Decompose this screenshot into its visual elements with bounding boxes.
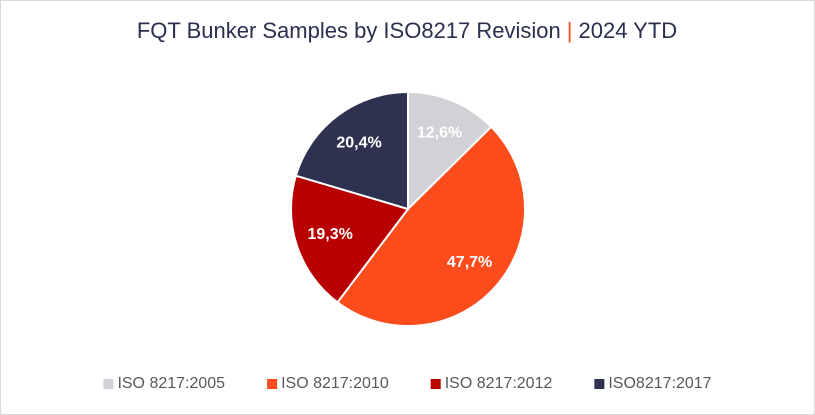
legend-swatch [267, 379, 278, 389]
pie-slice [336, 125, 526, 327]
data-label: 19,3% [308, 226, 353, 243]
legend-swatch [430, 379, 441, 389]
pie-slice [294, 90, 409, 211]
title-part: | [567, 18, 573, 43]
chart-title: FQT Bunker Samples by ISO8217 Revision | 2… [137, 18, 677, 43]
title-part: FQT Bunker Samples by ISO8217 Revision [137, 18, 561, 43]
legend-label: ISO 8217:2012 [445, 375, 553, 392]
pie-slice [290, 174, 410, 304]
legend: ISO 8217:2005 ISO 8217:2010 ISO 8217:2012 I… [103, 375, 712, 392]
legend-swatch [594, 379, 605, 389]
data-label: 47,7% [447, 254, 492, 271]
data-label: 12,6% [417, 125, 462, 142]
legend-label: ISO 8217:2010 [281, 375, 389, 392]
pie: 12,6% 47,7% 19,3% 20,4% [290, 90, 526, 327]
legend-swatch [103, 379, 114, 389]
title-part: 2024 YTD [578, 18, 677, 43]
legend-label: ISO 8217:2005 [117, 375, 225, 392]
data-label: 20,4% [336, 135, 381, 152]
legend-label: ISO8217:2017 [608, 375, 711, 392]
pie-slice [407, 90, 493, 212]
